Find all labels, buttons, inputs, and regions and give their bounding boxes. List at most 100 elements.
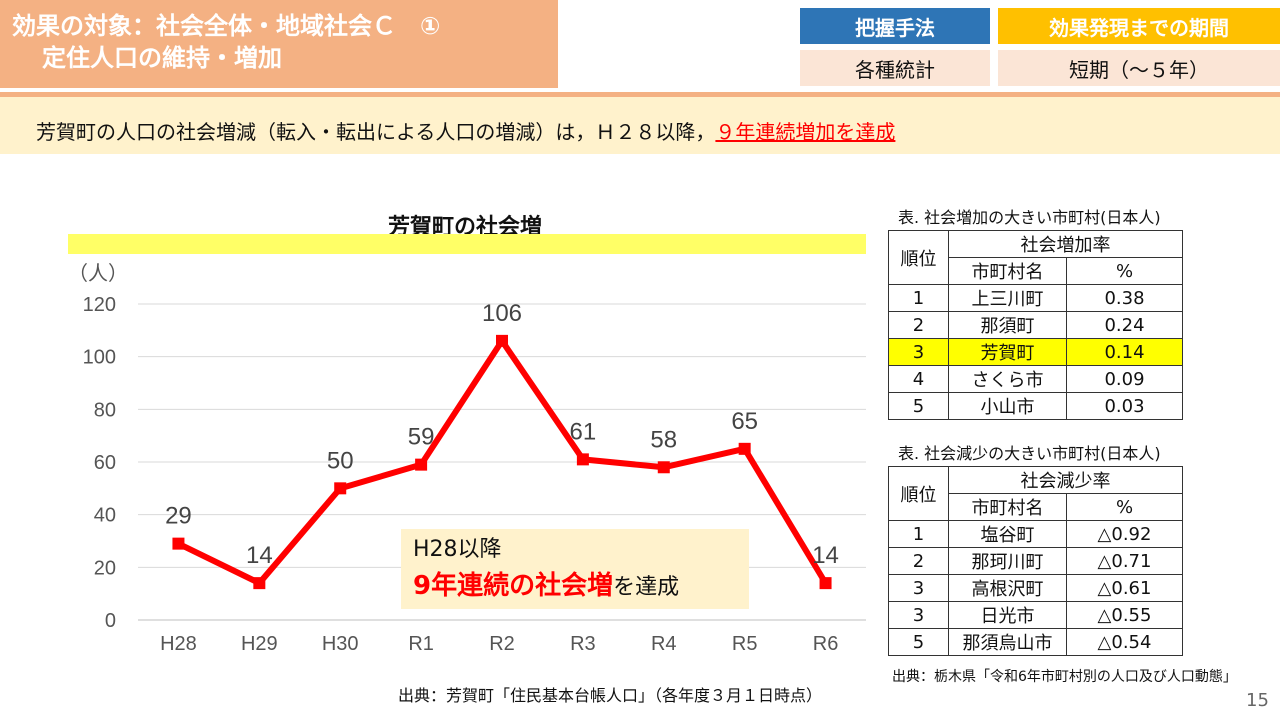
value-cell: 0.14 <box>1066 338 1183 366</box>
name-cell: 上三川町 <box>948 284 1067 312</box>
y-tick-label: 60 <box>94 452 116 474</box>
data-label: 29 <box>165 503 192 530</box>
name-cell: 那須烏山市 <box>948 628 1067 656</box>
rank-cell: 2 <box>888 547 949 575</box>
y-axis-label: （人） <box>68 262 128 285</box>
data-label: 59 <box>408 424 435 451</box>
value-cell: 0.24 <box>1066 311 1183 339</box>
y-tick-label: 20 <box>94 557 116 579</box>
data-label: 58 <box>650 426 677 453</box>
group-header: 社会減少率 <box>948 466 1183 494</box>
data-point <box>334 482 347 495</box>
page-number: 15 <box>1246 690 1269 711</box>
data-point <box>819 577 832 590</box>
summary-band: 芳賀町の人口の社会増減（転入・転出による人口の増減）は，Ｈ２８以降，９年連続増加… <box>0 92 1280 154</box>
chart-title-band <box>68 234 866 254</box>
table-row: 5 那須烏山市 △0.54 <box>888 628 1183 656</box>
table-row: 1 塩谷町 △0.92 <box>888 520 1183 548</box>
increase-table-caption: 表. 社会増加の大きい市町村(日本人) <box>898 208 1161 227</box>
value-cell: △0.92 <box>1066 520 1183 548</box>
method-value: 各種統計 <box>800 50 990 86</box>
rank-cell: 4 <box>888 365 949 393</box>
x-tick-label: R6 <box>813 633 839 655</box>
data-point <box>576 453 589 466</box>
name-cell: 塩谷町 <box>948 520 1067 548</box>
table-row: 1 上三川町 0.38 <box>888 284 1183 312</box>
x-tick-label: H29 <box>241 633 278 655</box>
name-cell: 小山市 <box>948 392 1067 420</box>
rank-cell: 2 <box>888 311 949 339</box>
rank-cell: 3 <box>888 574 949 602</box>
callout-emphasis: 9年連続の社会増 <box>413 571 614 601</box>
rank-cell: 3 <box>888 601 949 629</box>
x-tick-label: R4 <box>651 633 677 655</box>
table-row: 2 那須町 0.24 <box>888 311 1183 339</box>
value-cell: △0.61 <box>1066 574 1183 602</box>
name-cell: 日光市 <box>948 601 1067 629</box>
summary-line: 芳賀町の人口の社会増減（転入・転出による人口の増減）は，Ｈ２８以降，９年連続増加… <box>36 116 895 145</box>
decrease-table: 順位 社会減少率 市町村名 % 1 塩谷町 △0.92 2 那珂川町 △0.71… <box>888 466 1183 656</box>
y-tick-label: 40 <box>94 505 116 527</box>
x-tick-label: R5 <box>732 633 758 655</box>
value-cell: 0.38 <box>1066 284 1183 312</box>
table-row: 3 日光市 △0.55 <box>888 601 1183 629</box>
chart-source: 出典：芳賀町「住民基本台帳人口」（各年度３月１日時点） <box>398 686 823 705</box>
rank-header: 順位 <box>888 466 949 521</box>
name-cell: さくら市 <box>948 365 1067 393</box>
value-cell: 0.03 <box>1066 392 1183 420</box>
table-row: 3 高根沢町 △0.61 <box>888 574 1183 602</box>
x-tick-label: H28 <box>160 633 197 655</box>
data-label-layer: 29 14 50 59 106 61 58 65 14 <box>165 300 839 569</box>
callout-suffix: を達成 <box>613 575 680 600</box>
data-point <box>738 442 751 455</box>
rank-cell: 3 <box>888 338 949 366</box>
rank-cell: 5 <box>888 392 949 420</box>
table-row: 5 小山市 0.03 <box>888 392 1183 420</box>
rank-cell: 5 <box>888 628 949 656</box>
increase-table: 順位 社会増加率 市町村名 % 1 上三川町 0.38 2 那須町 0.24 3… <box>888 230 1183 420</box>
callout-line1: H28以降 <box>413 537 502 562</box>
name-cell: 芳賀町 <box>948 338 1067 366</box>
name-header: 市町村名 <box>948 493 1067 521</box>
name-cell: 那珂川町 <box>948 547 1067 575</box>
slide-title-line1: 効果の対象：社会全体・地域社会Ｃ ① <box>12 12 441 40</box>
data-point <box>657 461 670 474</box>
period-value: 短期（～５年） <box>998 50 1280 86</box>
table-row-highlighted: 3 芳賀町 0.14 <box>888 338 1183 366</box>
line-chart: 0 20 40 60 80 100 120 H28 H29 H30 R1 R2 R3 R4 R5 R6 （人）… <box>68 262 866 655</box>
y-tick-label: 120 <box>83 294 116 316</box>
data-label: 50 <box>327 447 354 474</box>
rank-header: 順位 <box>888 230 949 285</box>
data-point <box>496 334 508 347</box>
x-tick-label: R1 <box>408 633 434 655</box>
name-header: 市町村名 <box>948 257 1067 285</box>
summary-highlight: ９年連続増加を達成 <box>715 120 896 144</box>
data-point <box>253 577 266 590</box>
data-label: 14 <box>812 542 839 569</box>
x-tick-label: H30 <box>322 633 359 655</box>
name-cell: 那須町 <box>948 311 1067 339</box>
value-cell: △0.54 <box>1066 628 1183 656</box>
period-label: 効果発現までの期間 <box>998 8 1280 44</box>
y-tick-label: 80 <box>94 399 116 421</box>
summary-text: 芳賀町の人口の社会増減（転入・転出による人口の増減）は，Ｈ２８以降， <box>36 120 716 144</box>
data-point <box>415 458 428 471</box>
data-point-layer <box>172 334 832 590</box>
data-label: 65 <box>731 408 758 435</box>
rank-cell: 1 <box>888 284 949 312</box>
decrease-table-caption: 表. 社会減少の大きい市町村(日本人) <box>898 444 1161 463</box>
group-header: 社会増加率 <box>948 230 1183 258</box>
rank-cell: 1 <box>888 520 949 548</box>
value-cell: 0.09 <box>1066 365 1183 393</box>
method-label: 把握手法 <box>800 8 990 44</box>
chart-callout: H28以降 9年連続の社会増を達成 <box>401 529 749 609</box>
name-cell: 高根沢町 <box>948 574 1067 602</box>
value-header: % <box>1066 257 1183 285</box>
y-tick-label: 0 <box>105 610 116 632</box>
grid-layer: 0 20 40 60 80 100 120 H28 H29 H30 R1 R2 R3 R4 R5 R6 <box>83 294 866 655</box>
value-header: % <box>1066 493 1183 521</box>
value-cell: △0.55 <box>1066 601 1183 629</box>
value-cell: △0.71 <box>1066 547 1183 575</box>
x-tick-label: R3 <box>570 633 596 655</box>
table-row: 4 さくら市 0.09 <box>888 365 1183 393</box>
